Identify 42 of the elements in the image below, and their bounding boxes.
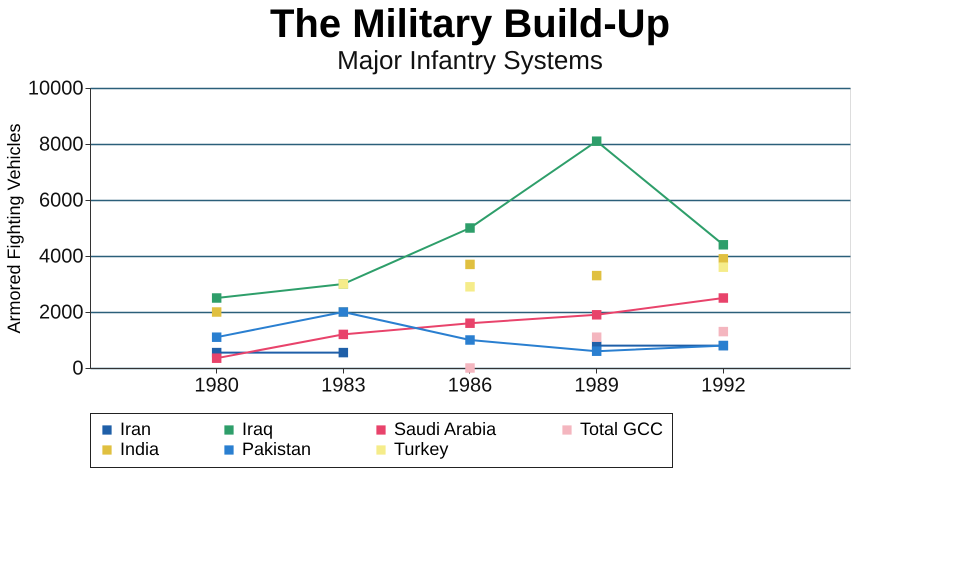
legend-label: Turkey [394,439,448,459]
legend-label: Pakistan [242,439,312,459]
chart-subtitle: Major Infantry Systems [337,45,603,75]
point [465,260,475,270]
y-tick-label: 8000 [39,134,84,156]
legend-label: Saudi Arabia [394,419,498,439]
y-tick-label: 2000 [39,302,84,324]
x-tick-label: 1989 [574,374,619,396]
point [465,223,475,233]
point [465,335,475,345]
point [592,332,602,342]
point [465,318,475,328]
point [718,240,728,250]
x-tick-label: 1986 [448,374,492,396]
point [338,348,348,358]
point [212,307,222,317]
y-tick-label: 0 [72,358,84,380]
x-tick-label: 1983 [321,374,366,396]
y-tick-label: 10000 [28,78,84,100]
y-tick-label: 4000 [39,246,84,268]
y-axis-title: Armored Fighting Vehicles [4,123,24,334]
point [718,293,728,303]
legend-label: Iran [120,419,152,439]
legend-label: Total GCC [580,419,664,439]
point [212,353,222,363]
point [212,332,222,342]
legend-label: India [120,439,160,459]
y-tick-label: 6000 [39,190,84,212]
point [465,282,475,292]
chart-title: The Military Build-Up [270,2,670,46]
point [718,262,728,272]
point [592,270,602,280]
point [718,326,728,336]
x-tick-label: 1992 [701,374,746,396]
point [465,363,475,373]
legend-label: Iraq [242,419,274,439]
x-tick-label: 1980 [194,374,239,396]
point [212,293,222,303]
point [592,136,602,146]
point [592,310,602,320]
point [338,330,348,340]
point [592,346,602,356]
